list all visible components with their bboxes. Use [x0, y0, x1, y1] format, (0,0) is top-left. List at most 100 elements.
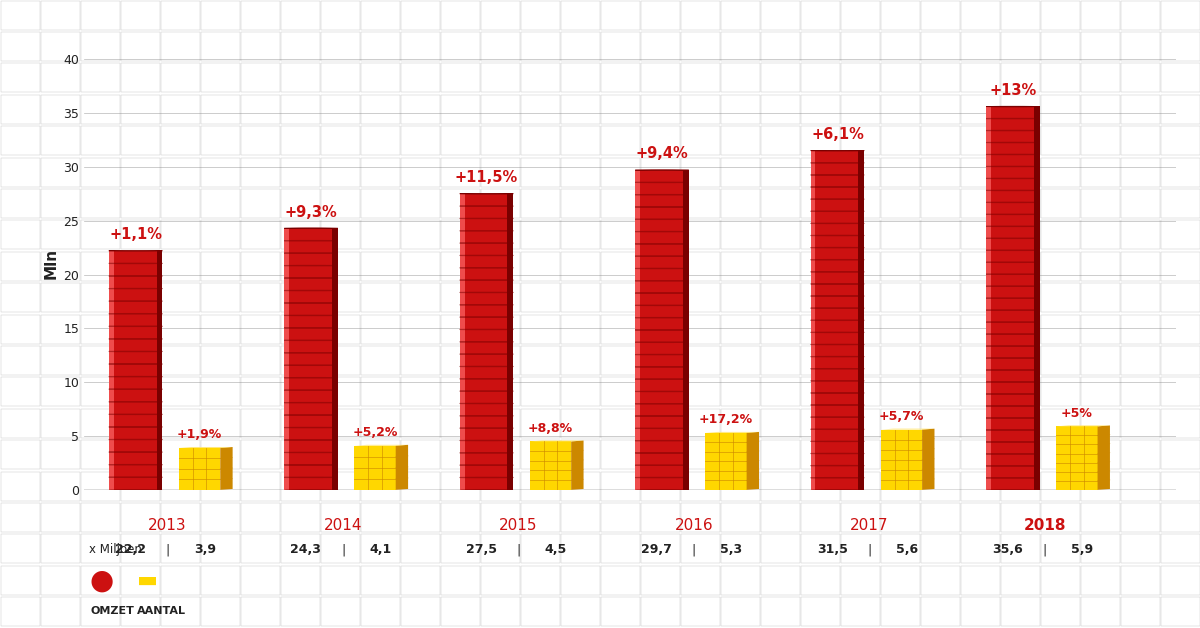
Bar: [841, 283, 880, 312]
Bar: [442, 32, 480, 61]
Bar: [721, 220, 760, 249]
Bar: [641, 189, 679, 218]
Bar: [361, 95, 400, 124]
Bar: [322, 126, 360, 155]
Bar: [1121, 189, 1159, 218]
Bar: [1042, 409, 1080, 438]
Bar: [161, 346, 199, 375]
Bar: [922, 440, 960, 469]
Bar: [721, 315, 760, 344]
Bar: [881, 126, 919, 155]
Bar: [1, 315, 40, 344]
Bar: [641, 566, 679, 595]
Bar: [121, 440, 160, 469]
Bar: [1, 126, 40, 155]
Bar: [562, 566, 600, 595]
Bar: [1162, 63, 1200, 92]
Bar: [562, 597, 600, 626]
Bar: [881, 597, 919, 626]
Text: 2014: 2014: [324, 518, 362, 533]
Bar: [721, 346, 760, 375]
Bar: [1121, 597, 1159, 626]
Bar: [562, 220, 600, 249]
Bar: [241, 346, 280, 375]
Bar: [641, 409, 679, 438]
Bar: [761, 409, 799, 438]
Bar: [841, 1, 880, 30]
Bar: [202, 534, 240, 563]
Bar: [1042, 346, 1080, 375]
Bar: [281, 126, 319, 155]
Bar: [521, 472, 559, 501]
Text: +9,3%: +9,3%: [284, 205, 337, 220]
Text: |: |: [166, 543, 169, 556]
Bar: [802, 315, 840, 344]
Bar: [961, 534, 1000, 563]
Bar: [922, 63, 960, 92]
Bar: [161, 315, 199, 344]
Bar: [521, 566, 559, 595]
Bar: [442, 346, 480, 375]
Bar: [761, 32, 799, 61]
Bar: [1081, 566, 1120, 595]
Bar: [562, 95, 600, 124]
Ellipse shape: [460, 489, 514, 490]
Text: 31,5: 31,5: [817, 543, 847, 556]
Bar: [442, 63, 480, 92]
Bar: [682, 472, 720, 501]
Bar: [82, 252, 120, 281]
Bar: [521, 503, 559, 532]
Bar: [161, 566, 199, 595]
Text: 4,5: 4,5: [545, 543, 566, 556]
Bar: [322, 95, 360, 124]
Bar: [881, 189, 919, 218]
Bar: [281, 503, 319, 532]
Bar: [1121, 377, 1159, 406]
Bar: [121, 503, 160, 532]
Bar: [802, 189, 840, 218]
Bar: [202, 315, 240, 344]
Bar: [961, 346, 1000, 375]
Bar: [1001, 346, 1039, 375]
Bar: [121, 472, 160, 501]
Bar: [841, 377, 880, 406]
Bar: [521, 315, 559, 344]
Bar: [41, 126, 79, 155]
Bar: [922, 409, 960, 438]
Bar: [1121, 1, 1159, 30]
Bar: [241, 472, 280, 501]
Text: 22,2: 22,2: [115, 543, 146, 556]
Bar: [202, 472, 240, 501]
Bar: [521, 597, 559, 626]
Bar: [508, 194, 514, 490]
Bar: [858, 151, 864, 490]
Bar: [41, 252, 79, 281]
Bar: [961, 597, 1000, 626]
Bar: [481, 189, 520, 218]
Bar: [1042, 597, 1080, 626]
Polygon shape: [1056, 425, 1110, 426]
Text: OMZET: OMZET: [90, 606, 134, 616]
Bar: [1121, 440, 1159, 469]
Bar: [401, 1, 439, 30]
Bar: [401, 220, 439, 249]
Bar: [635, 170, 640, 490]
Bar: [641, 252, 679, 281]
Bar: [802, 597, 840, 626]
Text: 2018: 2018: [1024, 518, 1066, 533]
Bar: [1, 32, 40, 61]
Bar: [641, 158, 679, 187]
Bar: [761, 189, 799, 218]
Bar: [322, 534, 360, 563]
Bar: [121, 252, 160, 281]
Bar: [322, 63, 360, 92]
Bar: [442, 158, 480, 187]
Bar: [562, 409, 600, 438]
Bar: [922, 315, 960, 344]
Bar: [401, 346, 439, 375]
Bar: [922, 346, 960, 375]
Bar: [161, 283, 199, 312]
Bar: [401, 597, 439, 626]
Bar: [721, 377, 760, 406]
Bar: [1121, 220, 1159, 249]
